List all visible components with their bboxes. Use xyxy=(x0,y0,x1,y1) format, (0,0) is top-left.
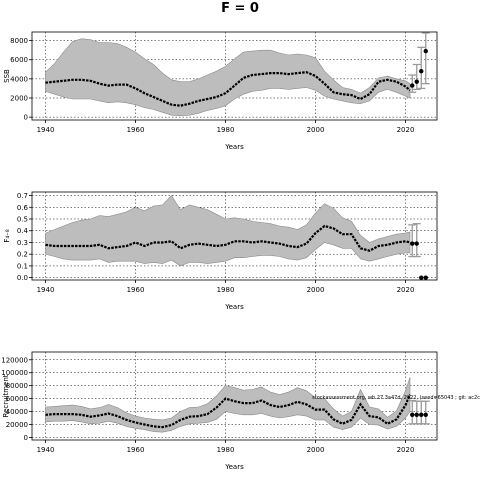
projection-point-2 xyxy=(419,69,424,74)
y-tick-label-0: 0 xyxy=(24,114,28,122)
y-tick-label-2: 40000 xyxy=(6,408,28,416)
x-tick-label-3: 2000 xyxy=(307,286,325,294)
projection-point-3 xyxy=(423,48,428,54)
estimate-line xyxy=(45,394,412,429)
x-tick-label-0: 1940 xyxy=(37,126,55,134)
panel-f: 1940 1960 1980 2000 2020 0.0 0.1 0.2 0.3 0.4 0.5 0.… xyxy=(3,191,438,311)
projection-point-1 xyxy=(414,79,419,84)
y-tick-label-4: 80000 xyxy=(6,382,28,390)
y-tick-label-3: 60000 xyxy=(6,395,28,403)
x-tick-label-4: 2020 xyxy=(397,286,415,294)
panel-ssb: 1940 1960 1980 2000 2020 0 2000 4000 6000 8000 Yea… xyxy=(3,31,438,151)
projection-point-2 xyxy=(419,412,424,417)
y-tick-label-4: 0.4 xyxy=(17,227,29,235)
plot-frame xyxy=(31,31,438,121)
x-tick-label-3: 2000 xyxy=(307,126,325,134)
y-tick-label-2: 4000 xyxy=(10,75,28,83)
estimate-line xyxy=(45,224,411,252)
x-tick-label-2: 1980 xyxy=(217,126,235,134)
y-axis-label: Recruitment xyxy=(2,374,10,417)
x-tick-label-4: 2020 xyxy=(397,126,415,134)
x-axis-label: Years xyxy=(224,303,244,311)
y-tick-label-4: 8000 xyxy=(10,37,28,45)
x-axis-label: Years xyxy=(224,143,244,151)
y-tick-label-1: 2000 xyxy=(10,95,28,103)
x-tick-label-0: 1940 xyxy=(37,286,55,294)
x-tick-label-3: 2000 xyxy=(307,446,325,454)
estimate-line xyxy=(45,71,411,107)
y-tick-label-5: 100000 xyxy=(1,369,28,377)
y-tick-label-6: 120000 xyxy=(1,356,28,364)
y-tick-label-3: 6000 xyxy=(10,56,28,64)
plot-frame xyxy=(31,191,438,281)
y-axis-label: SSB xyxy=(3,69,11,83)
plot-frame xyxy=(31,351,438,441)
confidence-band xyxy=(45,38,411,117)
projection-point-1 xyxy=(414,241,419,246)
x-tick-label-2: 1980 xyxy=(217,286,235,294)
x-tick-label-4: 2020 xyxy=(397,446,415,454)
x-tick-label-1: 1960 xyxy=(127,446,145,454)
figure-title: F = 0 xyxy=(221,1,259,16)
x-tick-label-2: 1980 xyxy=(217,446,235,454)
panels-group: 1940 1960 1980 2000 2020 0 2000 4000 6000 8000 Yea… xyxy=(1,31,480,471)
y-tick-label-0: 0 xyxy=(24,434,28,442)
projection-point-2 xyxy=(419,275,424,280)
y-tick-label-0: 0.0 xyxy=(17,274,28,282)
y-tick-label-6: 0.6 xyxy=(17,204,29,212)
projection-point-1 xyxy=(414,412,419,417)
y-tick-label-2: 0.2 xyxy=(17,251,28,259)
y-tick-label-7: 0.7 xyxy=(17,192,28,200)
y-axis-label: F₄₋₈ xyxy=(3,229,11,243)
projection-point-3 xyxy=(423,412,428,417)
projection-point-0 xyxy=(410,412,415,417)
y-tick-label-5: 0.5 xyxy=(17,215,28,223)
projection-point-0 xyxy=(410,241,415,246)
x-tick-label-0: 1940 xyxy=(37,446,55,454)
panel-recruitment: 1940 1960 1980 2000 2020 0 20000 40000 60000 8000… xyxy=(1,351,480,471)
x-tick-label-1: 1960 xyxy=(127,286,145,294)
projection-point-3 xyxy=(423,275,428,280)
x-axis-label: Years xyxy=(224,463,244,471)
x-tick-label-1: 1960 xyxy=(127,126,145,134)
plot-annotation: stockassessment.org, wb 27.3a47d, 2022, … xyxy=(312,395,480,401)
y-tick-label-3: 0.3 xyxy=(17,239,28,247)
confidence-band xyxy=(45,377,411,433)
y-tick-label-1: 20000 xyxy=(6,421,28,429)
projection-point-0 xyxy=(410,83,415,88)
y-tick-label-1: 0.1 xyxy=(17,262,28,270)
confidence-band xyxy=(45,195,411,267)
